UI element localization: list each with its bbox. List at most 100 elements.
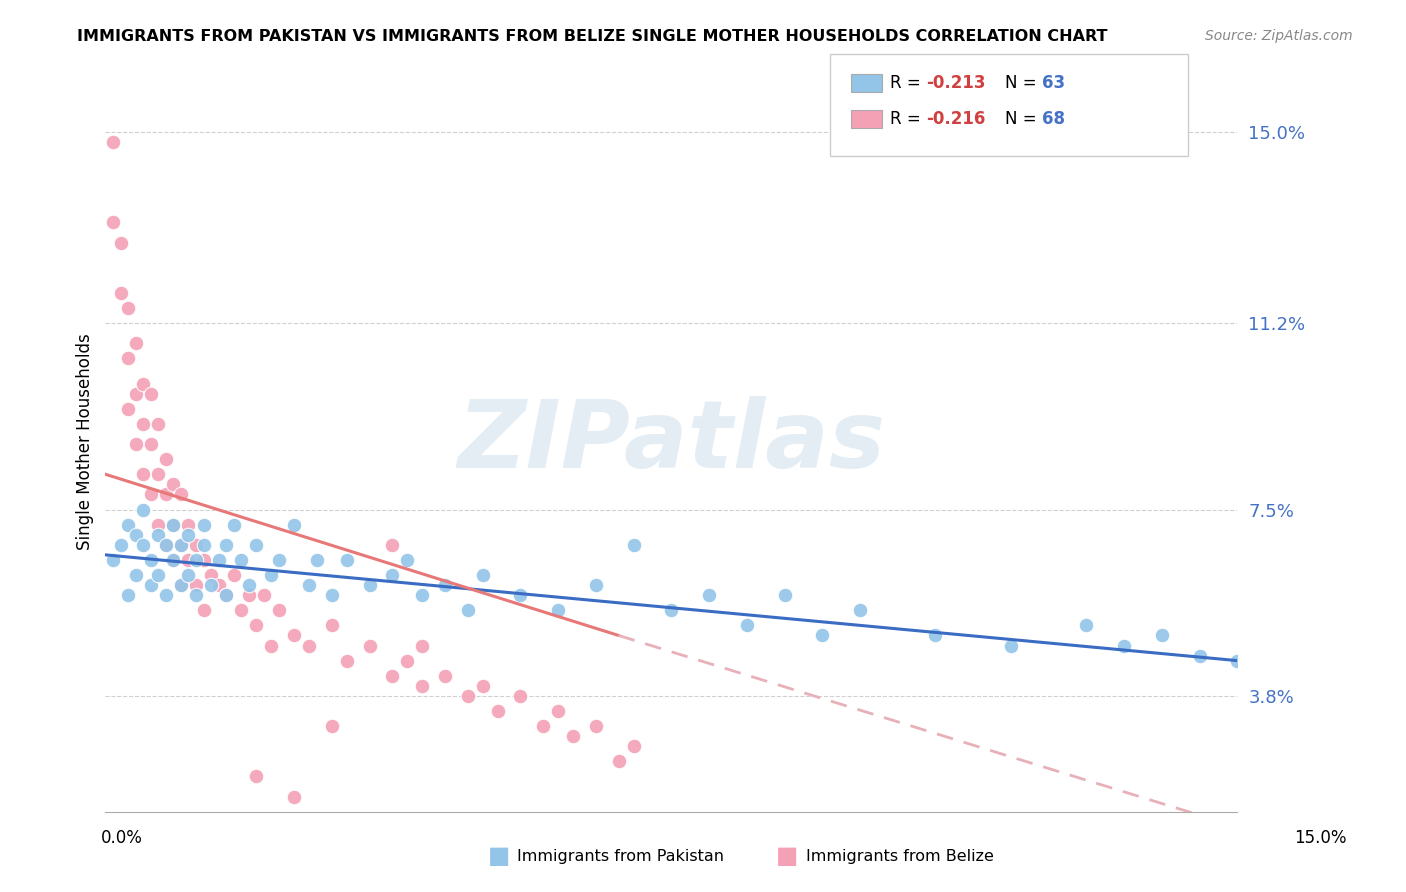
Point [148, 467, 170, 482]
Point [110, 538, 132, 552]
Point [208, 553, 231, 567]
Text: -0.213: -0.213 [927, 74, 986, 92]
Point [245, 538, 267, 552]
Text: 0.0%: 0.0% [101, 829, 143, 847]
Point [623, 538, 645, 552]
Text: N =: N = [1005, 74, 1042, 92]
Text: Source: ZipAtlas.com: Source: ZipAtlas.com [1205, 29, 1353, 43]
Point [267, 553, 290, 567]
Point [139, 578, 162, 592]
Point [396, 654, 419, 668]
Point [623, 739, 645, 754]
Point [381, 568, 404, 582]
Text: ■: ■ [776, 845, 799, 868]
Point [924, 628, 946, 642]
Point [215, 538, 238, 552]
Point [267, 603, 290, 617]
Point [260, 639, 283, 653]
Text: -0.216: -0.216 [927, 110, 986, 128]
Point [177, 553, 200, 567]
Point [155, 538, 177, 552]
Point [184, 538, 207, 552]
Point [139, 437, 162, 451]
Point [359, 639, 381, 653]
Point [231, 603, 253, 617]
Point [155, 588, 177, 602]
Point [562, 729, 585, 743]
Point [433, 578, 456, 592]
Point [124, 527, 146, 541]
Point [139, 386, 162, 401]
Point [773, 588, 796, 602]
Point [110, 235, 132, 250]
Point [661, 603, 683, 617]
Point [162, 477, 184, 491]
Point [1150, 628, 1173, 642]
Point [283, 789, 305, 804]
Text: R =: R = [890, 110, 927, 128]
Point [148, 568, 170, 582]
Point [124, 386, 146, 401]
Point [1226, 654, 1249, 668]
Point [531, 719, 554, 733]
Point [177, 527, 200, 541]
Point [117, 401, 139, 416]
Text: IMMIGRANTS FROM PAKISTAN VS IMMIGRANTS FROM BELIZE SINGLE MOTHER HOUSEHOLDS CORR: IMMIGRANTS FROM PAKISTAN VS IMMIGRANTS F… [77, 29, 1108, 44]
Point [193, 517, 215, 532]
Point [177, 568, 200, 582]
Point [177, 517, 200, 532]
Point [208, 578, 231, 592]
Point [245, 769, 267, 783]
Y-axis label: Single Mother Households: Single Mother Households [76, 334, 94, 549]
Point [245, 618, 267, 632]
Point [162, 517, 184, 532]
Point [471, 679, 494, 693]
Point [132, 467, 155, 482]
Point [170, 487, 193, 501]
Point [298, 639, 321, 653]
Point [215, 588, 238, 602]
Point [162, 553, 184, 567]
Point [170, 538, 193, 552]
Point [117, 517, 139, 532]
Point [411, 679, 433, 693]
Point [222, 568, 245, 582]
Point [336, 553, 359, 567]
Point [433, 669, 456, 683]
Point [139, 487, 162, 501]
Point [193, 603, 215, 617]
Point [132, 376, 155, 391]
Point [170, 578, 193, 592]
Point [396, 553, 419, 567]
Point [117, 351, 139, 366]
Point [184, 578, 207, 592]
Text: 15.0%: 15.0% [1295, 829, 1347, 847]
Point [336, 654, 359, 668]
Point [162, 553, 184, 567]
Point [457, 689, 479, 703]
Point [162, 517, 184, 532]
Point [200, 568, 222, 582]
Point [283, 517, 305, 532]
Text: R =: R = [890, 74, 927, 92]
Point [148, 527, 170, 541]
Point [155, 538, 177, 552]
Point [321, 618, 343, 632]
Point [139, 553, 162, 567]
Point [359, 578, 381, 592]
Point [471, 568, 494, 582]
Point [117, 588, 139, 602]
Point [132, 417, 155, 431]
Point [117, 301, 139, 315]
Point [101, 135, 124, 149]
Point [184, 553, 207, 567]
Point [170, 538, 193, 552]
Point [283, 628, 305, 642]
Point [101, 215, 124, 229]
Point [321, 719, 343, 733]
Text: ZIPatlas: ZIPatlas [457, 395, 886, 488]
Point [124, 568, 146, 582]
Point [193, 553, 215, 567]
Point [148, 417, 170, 431]
Point [381, 538, 404, 552]
